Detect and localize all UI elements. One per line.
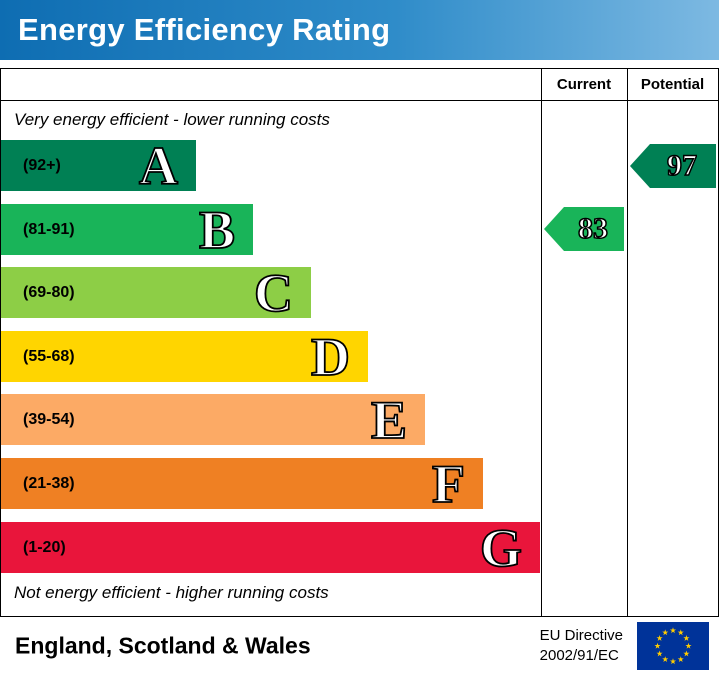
current-column-header: Current xyxy=(556,76,612,93)
region-label: England, Scotland & Wales xyxy=(15,632,311,659)
band-range-label: (55-68) xyxy=(23,347,75,365)
potential-rating-value: 97 xyxy=(666,149,698,182)
band-range-label: (69-80) xyxy=(23,283,75,301)
header-banner: Energy Efficiency Rating xyxy=(0,0,719,60)
eu-flag-icon xyxy=(637,622,709,670)
band-row: (69-80) C xyxy=(1,262,311,323)
band-row: (55-68) D xyxy=(1,326,368,387)
current-rating-value: 83 xyxy=(577,212,609,245)
band-range-label: (92+) xyxy=(23,156,61,174)
band-row: (39-54) E xyxy=(1,389,425,450)
band-row: (81-91) B xyxy=(1,199,253,260)
current-column-divider xyxy=(541,69,542,616)
band-range-label: (21-38) xyxy=(23,474,75,492)
current-rating-arrow: 83 xyxy=(544,207,624,251)
band-row: (92+) A xyxy=(1,135,196,196)
band-range-label: (81-91) xyxy=(23,220,75,238)
potential-column-header: Potential xyxy=(640,76,705,93)
bottom-caption: Not energy efficient - higher running co… xyxy=(14,583,329,602)
column-header-row: Current Potential xyxy=(1,69,718,101)
band-letter: E xyxy=(370,389,408,450)
band-row: (1-20) G xyxy=(1,517,540,578)
energy-rating-chart: Current Potential Very energy efficient … xyxy=(0,68,719,617)
top-caption: Very energy efficient - lower running co… xyxy=(14,110,330,129)
eu-directive-line2: 2002/91/EC xyxy=(539,647,619,664)
band-row: (21-38) F xyxy=(1,453,483,514)
band-letter: C xyxy=(253,262,294,323)
eu-directive-line1: EU Directive xyxy=(539,626,623,644)
potential-rating-arrow: 97 xyxy=(630,144,716,188)
eu-directive-text: EU Directive 2002/91/EC xyxy=(540,626,623,667)
band-letter: F xyxy=(431,453,466,514)
page-title: Energy Efficiency Rating xyxy=(18,12,391,47)
footer: England, Scotland & Wales EU Directive 2… xyxy=(0,617,719,675)
band-letter: B xyxy=(198,199,236,260)
band-letter: A xyxy=(138,135,179,196)
band-range-label: (39-54) xyxy=(23,410,75,428)
band-letter: D xyxy=(310,326,351,387)
band-range-label: (1-20) xyxy=(23,538,66,556)
potential-column-divider xyxy=(627,69,628,616)
band-letter: G xyxy=(479,517,523,578)
